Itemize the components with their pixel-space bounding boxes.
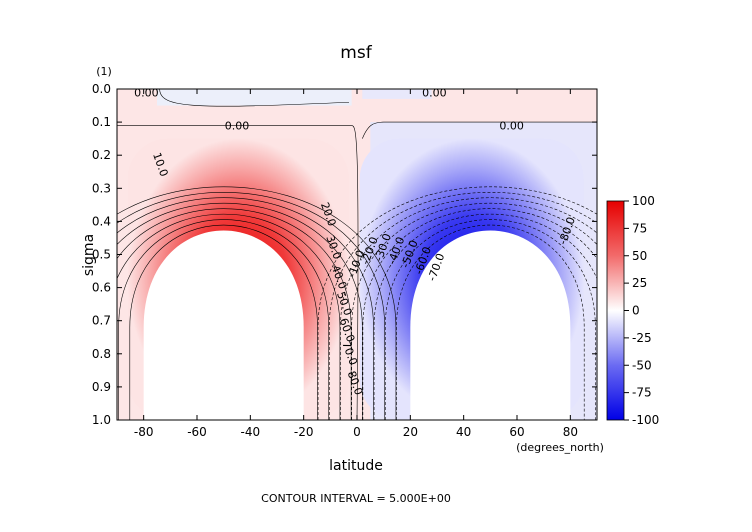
x-tick-label: -80 xyxy=(134,425,154,439)
contour-line xyxy=(317,186,597,420)
x-tick-label: 80 xyxy=(563,425,578,439)
colorbar-tick-label: 0 xyxy=(632,304,640,318)
y-tick-label: 0.9 xyxy=(92,380,111,394)
zero-contour xyxy=(159,89,350,107)
colorbar-fill xyxy=(606,200,625,421)
colorbar-tick-label: -100 xyxy=(632,413,659,427)
colorbar: 100 75 50 25 0 -25 -50 -75 -100 xyxy=(606,194,659,427)
y-tick-label: 0.5 xyxy=(92,248,111,262)
colorbar-tick-label: 75 xyxy=(632,221,647,235)
contour-line xyxy=(396,224,585,420)
contour-line xyxy=(117,186,397,420)
contour-label: 0.00 xyxy=(134,86,159,99)
colorbar-tick-label: 25 xyxy=(632,276,647,290)
x-tick-label: 20 xyxy=(403,425,418,439)
zero-contour xyxy=(362,121,597,139)
x-tick-label: 40 xyxy=(456,425,471,439)
y-tick-label: 0.0 xyxy=(92,82,111,96)
y-tick-label: 0.2 xyxy=(92,148,111,162)
contour-line xyxy=(362,208,597,420)
y-tick-label: 0.4 xyxy=(92,214,111,228)
colorbar-tick-label: -25 xyxy=(632,331,652,345)
x-tick-label: 60 xyxy=(509,425,524,439)
colorbar-tick-label: -50 xyxy=(632,358,652,372)
y-tick-label: 0.3 xyxy=(92,181,111,195)
x-units-label: (degrees_north) xyxy=(516,441,604,454)
x-tick-label: 0 xyxy=(353,425,361,439)
plot-area: 0.000.000.000.0010.020.030.040.050.060.0… xyxy=(117,86,597,420)
y-tick-label: 1.0 xyxy=(92,413,111,427)
contour-line xyxy=(384,219,596,420)
contour-line xyxy=(117,192,386,420)
contour-line xyxy=(328,192,597,420)
x-tick-label: -40 xyxy=(241,425,261,439)
contour-interval-footer: CONTOUR INTERVAL = 5.000E+00 xyxy=(261,492,451,505)
masked-region xyxy=(410,230,571,420)
colorbar-tick-label: -75 xyxy=(632,386,652,400)
chart-title: msf xyxy=(340,43,372,63)
contour-line xyxy=(340,197,597,420)
zero-contour xyxy=(117,125,359,420)
y-tick-label: 0.7 xyxy=(92,314,111,328)
x-tick-label: -60 xyxy=(187,425,207,439)
contour-label: 0.00 xyxy=(225,119,250,132)
colorbar-tick-label: 50 xyxy=(632,249,647,263)
top-negative-patch xyxy=(362,89,432,99)
y-units-label: (1) xyxy=(96,65,112,78)
x-axis-label: latitude xyxy=(329,458,383,474)
y-tick-label: 0.6 xyxy=(92,281,111,295)
x-tick-label: -20 xyxy=(294,425,314,439)
top-negative-patch xyxy=(157,89,352,106)
y-axis-label: sigma xyxy=(81,234,97,276)
contour-line xyxy=(351,203,597,420)
contour-label: 0.00 xyxy=(422,86,447,99)
contour-line xyxy=(117,197,374,420)
colorbar-tick-label: 100 xyxy=(632,194,655,208)
y-tick-label: 0.8 xyxy=(92,347,111,361)
y-tick-label: 0.1 xyxy=(92,115,111,129)
contour-label: 0.00 xyxy=(499,119,524,132)
masked-region xyxy=(143,230,304,420)
